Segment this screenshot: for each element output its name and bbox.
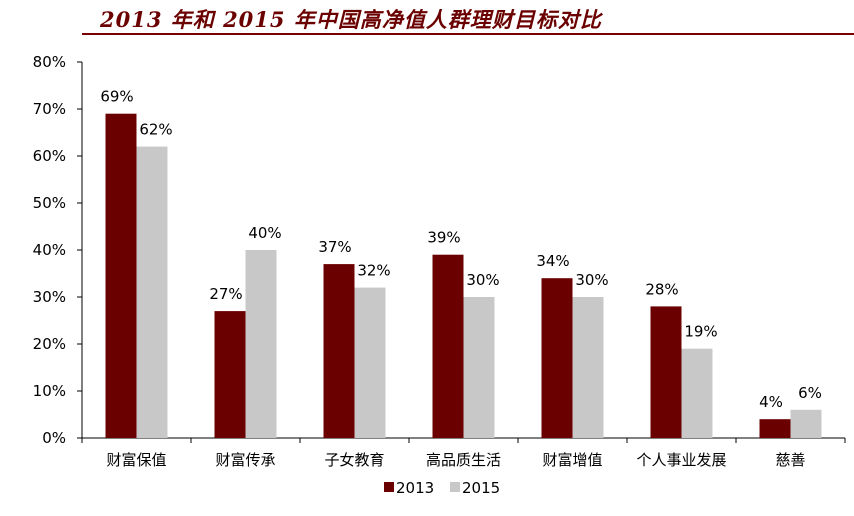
- bar-2015-5: [681, 348, 713, 438]
- data-label-2015-2: 32%: [357, 262, 390, 280]
- y-tick-label: 80%: [33, 53, 66, 71]
- data-label-2013-6: 4%: [759, 393, 783, 411]
- chart-title: 2013 年和 2015 年中国高净值人群理财目标对比: [100, 7, 602, 32]
- category-label: 高品质生活: [426, 451, 501, 469]
- data-label-2015-3: 30%: [466, 271, 499, 289]
- data-label-2013-3: 39%: [427, 229, 460, 247]
- y-tick-label: 70%: [33, 100, 66, 118]
- category-label: 慈善: [775, 451, 805, 469]
- bar-2015-1: [245, 250, 277, 438]
- y-tick-label: 0%: [42, 429, 66, 447]
- bar-2013-1: [214, 311, 246, 438]
- bar-2015-3: [463, 297, 495, 438]
- legend-swatch-2013: [384, 482, 394, 492]
- category-label: 财富增值: [542, 451, 602, 469]
- bar-2015-4: [572, 297, 604, 438]
- data-label-2013-0: 69%: [100, 88, 133, 106]
- legend-label-2015: 2015: [462, 479, 500, 497]
- y-tick-label: 40%: [33, 241, 66, 259]
- y-tick-label: 60%: [33, 147, 66, 165]
- category-label: 财富传承: [215, 451, 275, 469]
- bar-2013-0: [105, 113, 137, 438]
- bar-2013-2: [323, 264, 355, 438]
- data-label-2015-6: 6%: [798, 384, 822, 402]
- legend-label-2013: 2013: [396, 479, 434, 497]
- title-underline: [82, 33, 854, 35]
- data-label-2013-1: 27%: [209, 285, 242, 303]
- data-label-2013-5: 28%: [645, 280, 678, 298]
- y-tick-label: 10%: [33, 382, 66, 400]
- data-label-2015-5: 19%: [684, 323, 717, 341]
- data-label-2015-0: 62%: [139, 121, 172, 139]
- category-label: 财富保值: [106, 451, 166, 469]
- bar-2013-4: [541, 278, 573, 438]
- bar-2015-0: [136, 146, 168, 438]
- bar-2015-6: [790, 409, 822, 438]
- category-label: 个人事业发展: [636, 451, 726, 469]
- bar-2015-2: [354, 287, 386, 438]
- bar-2013-3: [432, 254, 464, 438]
- bar-2013-6: [759, 419, 791, 438]
- data-label-2015-4: 30%: [575, 271, 608, 289]
- category-label: 子女教育: [324, 451, 384, 469]
- data-label-2013-2: 37%: [318, 238, 351, 256]
- data-label-2015-1: 40%: [248, 224, 281, 242]
- legend-swatch-2015: [450, 482, 460, 492]
- data-label-2013-4: 34%: [536, 252, 569, 270]
- y-tick-label: 20%: [33, 335, 66, 353]
- y-tick-label: 30%: [33, 288, 66, 306]
- bar-2013-5: [650, 306, 682, 438]
- y-tick-label: 50%: [33, 194, 66, 212]
